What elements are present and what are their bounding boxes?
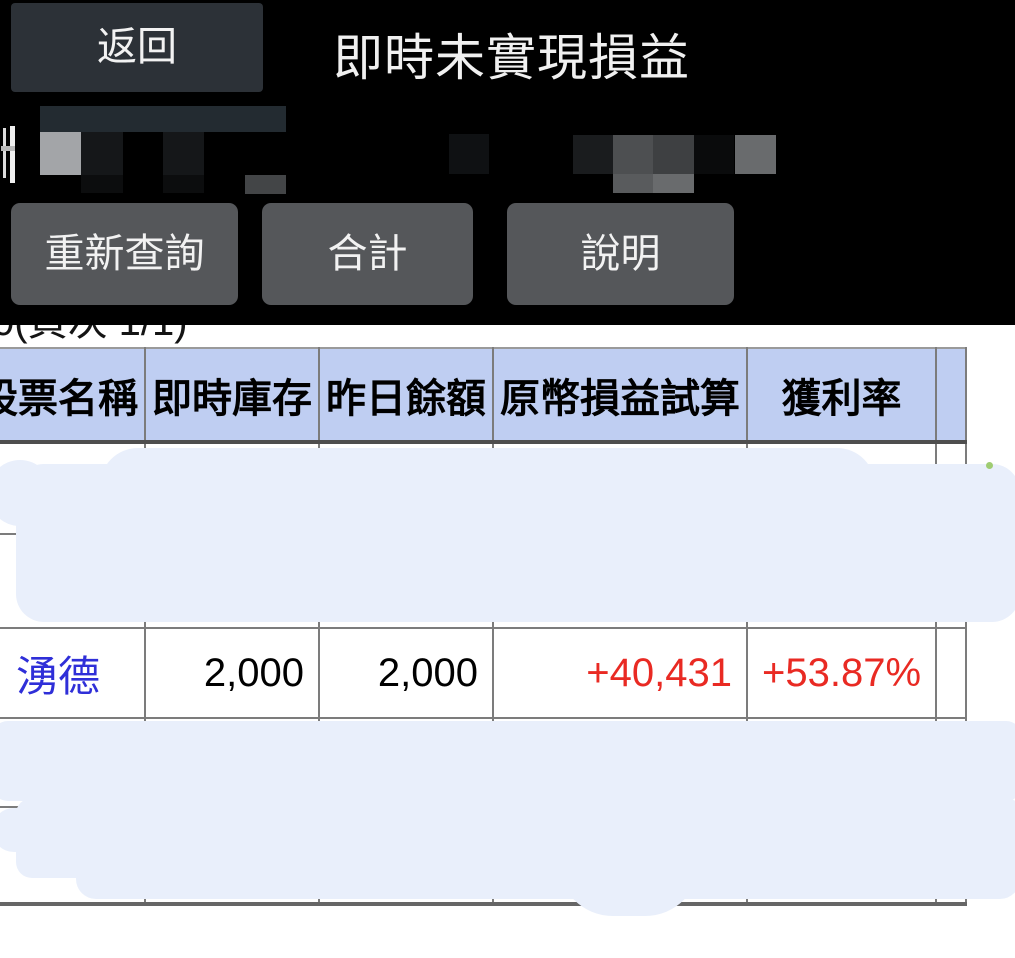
cell-yesterday-balance: 2,000 xyxy=(318,627,494,719)
redaction-scribble xyxy=(16,464,1015,622)
stock-name-link[interactable]: 湧德 xyxy=(15,652,100,700)
col-header-yesterday-balance: 昨日餘額 xyxy=(318,347,494,444)
total-button[interactable]: 合計 xyxy=(262,203,473,305)
cell-clipped-right xyxy=(935,627,968,719)
cell-profit-rate: +53.87% xyxy=(745,627,938,719)
redaction-block xyxy=(735,135,776,174)
redaction-block xyxy=(163,132,204,175)
redaction-block xyxy=(573,135,613,174)
stray-mark xyxy=(986,462,993,469)
clipped-text-fragment xyxy=(0,126,18,186)
col-header-stock-name: 股票名稱 xyxy=(0,347,146,444)
col-header-realtime-inventory: 即時庫存 xyxy=(144,347,320,444)
redaction-scribble xyxy=(558,858,700,916)
redaction-block xyxy=(653,174,694,193)
redaction-block xyxy=(40,106,286,132)
app-header: 返回 即時未實現損益 重新查詢 合計 說明 xyxy=(0,0,1015,325)
header-row: 股票名稱 即時庫存 昨日餘額 原幣損益試算 獲利率 xyxy=(0,347,968,444)
page-title: 即時未實現損益 xyxy=(333,30,690,86)
col-header-original-currency-pl: 原幣損益試算 xyxy=(492,347,748,444)
col-header-profit-rate: 獲利率 xyxy=(745,347,938,444)
redaction-block xyxy=(653,135,694,174)
redaction-block xyxy=(449,134,489,174)
redaction-block xyxy=(613,135,653,174)
cell-stock-name: 湧德 xyxy=(0,627,146,719)
redaction-block xyxy=(81,175,123,193)
redaction-block xyxy=(245,175,286,194)
back-button[interactable]: 返回 xyxy=(11,3,263,92)
redaction-scribble xyxy=(76,852,1015,899)
redaction-block xyxy=(40,132,81,175)
cell-original-currency-pl: +40,431 xyxy=(492,627,748,719)
col-header-clipped-right xyxy=(935,347,968,444)
cell-realtime-inventory: 2,000 xyxy=(144,627,320,719)
table-row: 湧德 2,000 2,000 +40,431 +53.87% xyxy=(0,627,968,719)
redaction-scribble xyxy=(0,808,50,852)
help-button[interactable]: 說明 xyxy=(507,203,734,305)
redaction-block xyxy=(163,175,204,193)
redaction-block xyxy=(694,135,734,174)
requery-button[interactable]: 重新查詢 xyxy=(11,203,238,305)
redaction-block xyxy=(81,132,123,175)
redaction-scribble xyxy=(0,721,1015,801)
redaction-block xyxy=(613,174,653,193)
